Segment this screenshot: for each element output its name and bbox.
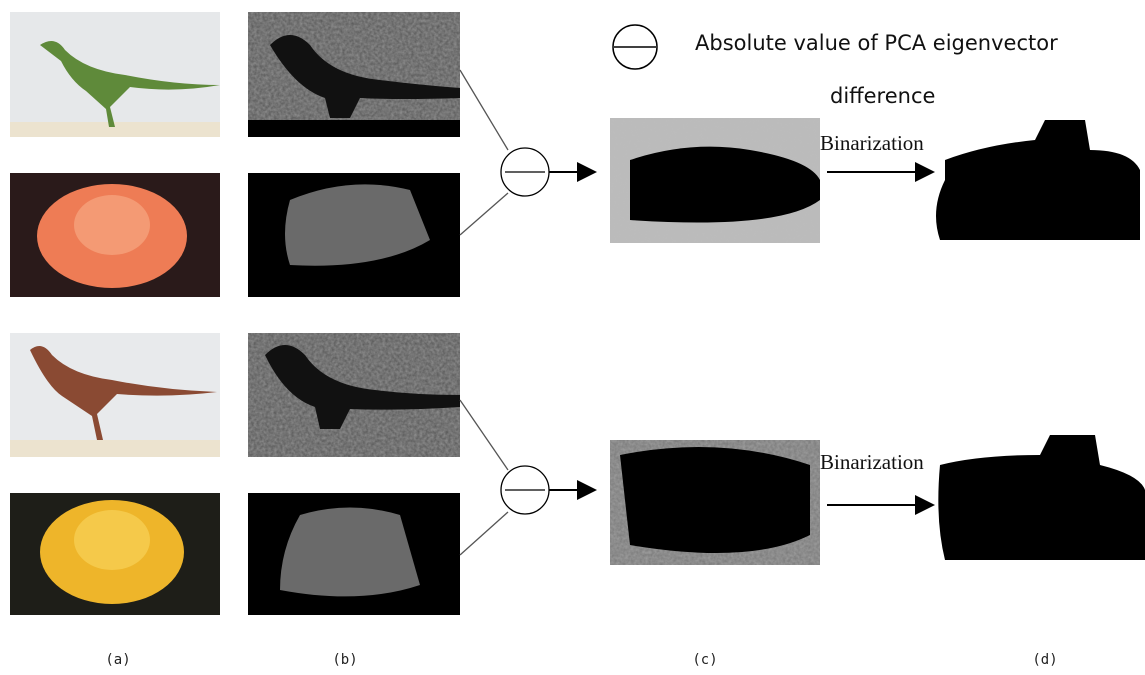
step-label: Binarization	[820, 450, 924, 474]
difference-maps	[610, 118, 820, 565]
input-images	[10, 12, 220, 615]
legend: Absolute value of PCA eigenvector differ…	[613, 25, 1058, 108]
pca-maps	[248, 12, 460, 615]
column-label: (d)	[1032, 652, 1057, 668]
column-label: (a)	[105, 652, 130, 668]
step-label: Binarization	[820, 131, 924, 155]
figure: Absolute value of PCA eigenvector differ…	[0, 0, 1145, 675]
column-label: (c)	[692, 652, 717, 668]
legend-text: Absolute value of PCA eigenvector	[695, 31, 1058, 55]
binary-maps	[936, 120, 1145, 560]
legend-text: difference	[830, 84, 935, 108]
column-label: (b)	[332, 652, 357, 668]
